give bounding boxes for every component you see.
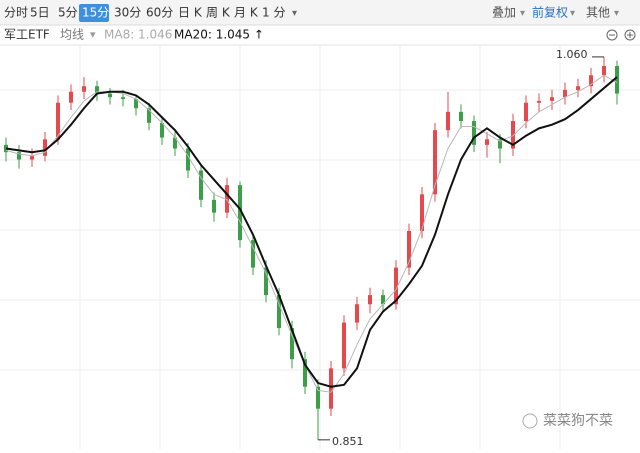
candle-body: [433, 130, 437, 195]
candle-body: [576, 86, 580, 90]
candle-body: [121, 97, 125, 100]
moving-average-line: [5, 76, 618, 388]
annotation-label: 1.060: [556, 48, 588, 61]
candle-body: [498, 139, 502, 149]
tab-selected-bg: [79, 4, 109, 22]
candle-body: [485, 139, 489, 145]
candle-body: [420, 194, 424, 231]
candle-body: [563, 89, 567, 98]
candle-body: [212, 199, 216, 213]
candle-body: [394, 267, 398, 305]
ma20-legend: MA20: 1.045 ↑: [174, 28, 264, 42]
candle-body: [134, 99, 138, 109]
candle-body: [472, 121, 476, 145]
tab[interactable]: 60分: [146, 6, 173, 20]
candle-body: [368, 295, 372, 305]
tab[interactable]: 5日: [30, 6, 50, 20]
candle-body: [316, 386, 320, 409]
candle-body: [290, 328, 294, 360]
tab[interactable]: 30分: [114, 6, 141, 20]
candle-body: [511, 121, 515, 149]
candle-body: [251, 240, 255, 268]
candle-body: [550, 97, 554, 101]
candle-body: [95, 86, 99, 94]
candle-body: [264, 267, 268, 296]
tab[interactable]: 1 分: [262, 6, 285, 20]
candle-body: [173, 137, 177, 149]
menu-tab[interactable]: 其他: [586, 6, 610, 20]
caret: ▾: [570, 8, 575, 19]
candle-body: [82, 86, 86, 92]
caret: ▾: [292, 8, 297, 19]
candle-body: [17, 152, 21, 160]
candle-body: [199, 170, 203, 200]
candle-body: [147, 108, 151, 123]
candle-body: [225, 185, 229, 213]
watermark-icon: [522, 413, 538, 429]
plot: 1.060 0.851: [4, 48, 619, 448]
tab[interactable]: 5分: [58, 6, 78, 20]
candle-body: [407, 230, 411, 268]
zoom-out[interactable]: [606, 29, 618, 41]
security-name: 军工ETF: [4, 28, 50, 42]
tab[interactable]: 月 K: [234, 6, 259, 20]
candle-body: [238, 185, 242, 241]
zoom-in[interactable]: [624, 29, 636, 41]
candle-body: [537, 100, 541, 103]
ma-menu[interactable]: 均线: [60, 28, 84, 42]
candle-body: [329, 368, 333, 409]
candle-body: [160, 122, 164, 138]
moving-average-line: [5, 74, 618, 393]
candle-body: [524, 102, 528, 122]
candle-body: [381, 295, 385, 305]
tab[interactable]: 日 K: [178, 6, 203, 20]
caret: ▾: [520, 8, 525, 19]
candle-body: [589, 75, 593, 87]
caret: ▾: [90, 28, 96, 41]
watermark: 菜菜狗不菜: [543, 413, 613, 429]
tab[interactable]: 周 K: [206, 6, 231, 20]
candle-body: [602, 66, 606, 76]
candle-body: [615, 66, 619, 94]
ma8-legend: MA8: 1.046: [104, 28, 172, 42]
caret: ▾: [614, 8, 619, 19]
menu-tab[interactable]: 叠加: [492, 6, 516, 20]
candle-body: [459, 111, 463, 122]
candle-body: [277, 295, 281, 329]
candle-body: [446, 111, 450, 131]
tab[interactable]: 分时: [4, 6, 28, 20]
candle-body: [43, 139, 47, 156]
annotation-label: 0.851: [332, 435, 364, 448]
candle-body: [56, 102, 60, 140]
candle-body: [355, 304, 359, 323]
candle-body: [30, 155, 34, 160]
candle-body: [342, 322, 346, 369]
candle-body: [69, 91, 73, 103]
tab[interactable]: 15分: [82, 6, 109, 20]
menu-tab[interactable]: 前复权: [532, 5, 568, 20]
candle-body: [186, 148, 190, 171]
candle-body: [108, 93, 112, 98]
candle-body: [303, 359, 307, 387]
